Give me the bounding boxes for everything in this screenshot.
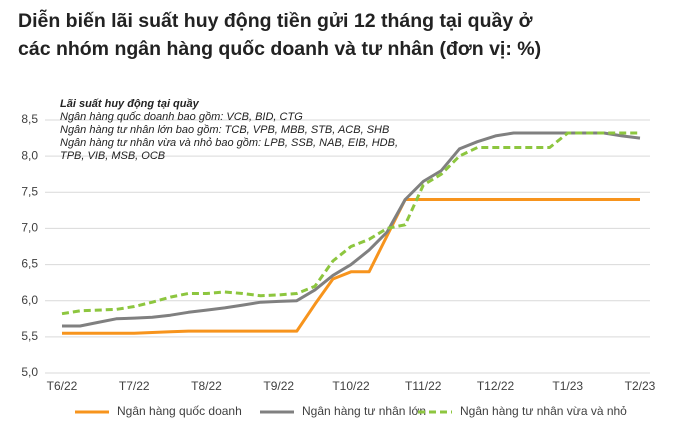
y-tick-label: 8,0 [21,148,38,162]
legend-label: Ngân hàng quốc doanh [117,404,242,418]
x-tick-label: T8/22 [191,379,222,393]
x-tick-label: T6/22 [47,379,78,393]
y-tick-label: 5,0 [21,365,38,379]
annotation: Ngân hàng tư nhân lớn bao gồm: TCB, VPB,… [60,124,389,136]
legend-label: Ngân hàng tư nhân vừa và nhỏ [460,404,627,418]
x-tick-label: T7/22 [119,379,150,393]
y-tick-label: 5,5 [21,329,38,343]
x-tick-label: T9/22 [263,379,294,393]
x-tick-label: T11/22 [405,379,442,393]
chart-title: Diễn biến lãi suất huy động tiền gửi 12 … [18,8,533,32]
series-line [61,131,640,316]
y-tick-label: 7,5 [21,184,38,198]
y-tick-label: 8,5 [21,112,38,126]
y-tick-label: 6,0 [21,293,38,307]
annotation: Ngân hàng quốc doanh bao gồm: VCB, BID, … [60,111,303,123]
legend-label: Ngân hàng tư nhân lớn [302,404,426,418]
x-tick-label: T12/22 [477,379,515,393]
series-line [62,198,640,335]
x-tick-label: T10/22 [332,379,370,393]
y-tick-label: 6,5 [21,257,38,271]
chart-title: các nhóm ngân hàng quốc doanh và tư nhân… [18,38,541,60]
series-line [62,131,641,328]
y-tick-label: 7,0 [21,221,38,235]
x-tick-label: T2/23 [625,379,656,393]
annotation: Ngân hàng tư nhân vừa và nhỏ bao gồm: LP… [60,137,398,149]
x-tick-label: T1/23 [552,379,583,393]
annotation: TPB, VIB, MSB, OCB [60,150,165,162]
annotation: Lãi suất huy động tại quầy [60,98,200,110]
